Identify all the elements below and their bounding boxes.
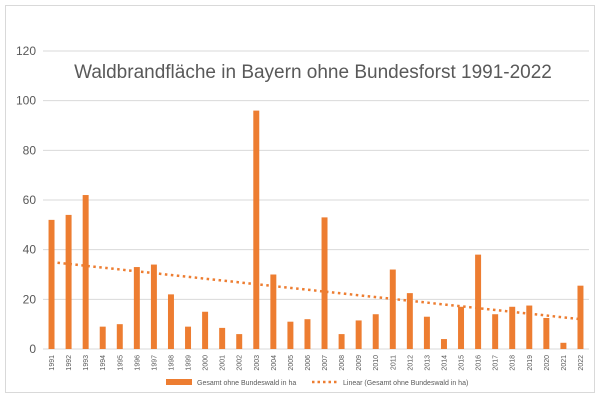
x-tick-label: 2018: [510, 355, 517, 371]
bar: [560, 342, 567, 349]
x-tick-label: 1997: [151, 355, 158, 371]
bar: [458, 306, 465, 349]
x-tick-label: 2011: [390, 355, 397, 370]
x-tick-label: 1998: [168, 355, 175, 371]
x-tick-label: 2004: [271, 355, 278, 371]
bar: [304, 319, 311, 349]
bar: [82, 195, 89, 349]
chart-svg: Waldbrandfläche in Bayern ohne Bundesfor…: [16, 44, 589, 387]
x-tick-label: 2019: [527, 355, 534, 371]
bar: [202, 311, 209, 349]
y-tick-label: 60: [23, 193, 37, 207]
x-tick-layer: 1991 1992 1993 1994 1995 1996 1997 1998 1999 2000…: [49, 355, 585, 371]
x-tick-label: 2002: [237, 355, 244, 371]
bar: [99, 326, 106, 349]
y-tick-label: 40: [23, 243, 37, 257]
legend: Gesamt ohne Bundeswald in ha Linear (Ges…: [166, 379, 468, 387]
x-tick-label: 2006: [305, 355, 312, 371]
legend-trend-label: Linear (Gesamt ohne Bundeswald in ha): [343, 380, 468, 387]
bar: [133, 267, 140, 349]
bar-layer: [48, 110, 584, 349]
bar: [116, 324, 123, 349]
x-tick-label: 1992: [66, 355, 73, 371]
y-tick-label: 80: [23, 143, 37, 157]
x-tick-label: 2008: [339, 355, 346, 371]
bar: [185, 326, 192, 349]
bar: [150, 264, 157, 349]
x-tick-label: 2007: [322, 355, 329, 371]
x-tick-label: 2014: [441, 355, 448, 371]
grid-layer: 0 20 40 60 80 100 120: [16, 44, 589, 356]
bar: [509, 306, 516, 349]
y-tick-label: 100: [16, 94, 36, 108]
y-tick-label: 20: [23, 292, 37, 306]
legend-bar-swatch: [166, 379, 192, 385]
bar: [321, 217, 328, 349]
chart-frame: Waldbrandfläche in Bayern ohne Bundesfor…: [5, 5, 595, 393]
bar: [406, 293, 413, 349]
bar: [577, 285, 584, 349]
x-tick-label: 2010: [373, 355, 380, 371]
x-tick-label: 2003: [254, 355, 261, 371]
x-tick-label: 1991: [49, 355, 56, 371]
x-tick-label: 1995: [117, 355, 124, 371]
y-tick-label: 120: [16, 44, 36, 58]
bar: [236, 334, 243, 349]
x-tick-label: 2021: [561, 355, 568, 371]
bar: [526, 305, 533, 349]
x-tick-label: 2012: [407, 355, 414, 371]
x-tick-label: 2000: [203, 355, 210, 371]
x-tick-label: 2020: [544, 355, 551, 371]
x-tick-label: 2013: [424, 355, 431, 371]
bar: [355, 320, 362, 349]
bar: [167, 294, 174, 349]
x-tick-label: 2017: [493, 355, 500, 371]
x-tick-label: 1994: [100, 355, 107, 371]
trendline: [51, 260, 581, 321]
trend-layer: [51, 260, 581, 321]
x-tick-label: 2001: [220, 355, 227, 371]
bar: [287, 321, 294, 349]
bar: [492, 314, 499, 349]
bar: [440, 339, 447, 349]
x-tick-label: 2022: [578, 355, 585, 371]
x-tick-label: 1993: [83, 355, 90, 371]
x-tick-label: 1996: [134, 355, 141, 371]
x-tick-label: 2016: [476, 355, 483, 371]
bar: [372, 314, 379, 349]
bar: [219, 327, 226, 349]
legend-bar-label: Gesamt ohne Bundeswald in ha: [197, 380, 296, 387]
y-tick-label: 0: [29, 342, 36, 356]
x-tick-label: 2005: [288, 355, 295, 371]
bar: [253, 110, 260, 349]
bar: [65, 214, 72, 349]
bar: [270, 274, 277, 349]
chart-title: Waldbrandfläche in Bayern ohne Bundesfor…: [74, 62, 552, 83]
bar: [543, 317, 550, 349]
bar: [389, 269, 396, 349]
bar: [48, 219, 55, 349]
bar: [423, 316, 430, 349]
x-tick-label: 2015: [459, 355, 466, 371]
x-tick-label: 2009: [356, 355, 363, 371]
x-tick-label: 1999: [186, 355, 193, 371]
bar: [338, 334, 345, 349]
bar: [475, 254, 482, 349]
